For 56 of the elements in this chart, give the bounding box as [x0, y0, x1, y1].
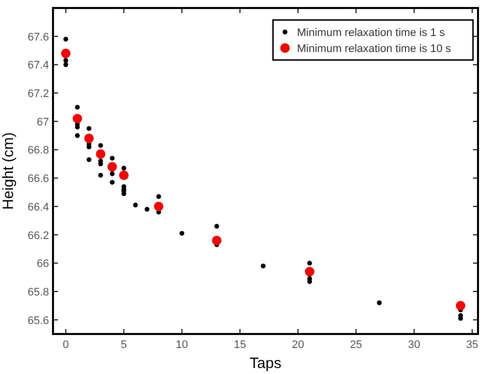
point: [84, 134, 94, 144]
point: [110, 171, 115, 176]
point: [74, 133, 80, 138]
point: [74, 104, 80, 110]
y-tick-label: 66.2: [28, 230, 49, 242]
point: [63, 58, 68, 63]
point: [86, 126, 92, 131]
y-tick-label: 67.2: [28, 88, 49, 100]
point: [72, 114, 82, 124]
point: [307, 260, 312, 266]
y-tick-label: 67.4: [28, 60, 49, 72]
legend-label: Minimum relaxation time is 1 s: [297, 27, 446, 39]
y-tick-label: 65.8: [28, 286, 49, 298]
point: [456, 300, 466, 310]
point: [63, 62, 68, 68]
y-axis-title: Height (cm): [0, 132, 17, 210]
y-tick-label: 66: [36, 258, 49, 270]
point: [98, 162, 104, 166]
legend-label: Minimum relaxation time is 10 s: [297, 43, 452, 55]
point: [214, 224, 220, 229]
y-tick-label: 66.6: [28, 173, 49, 186]
point: [108, 162, 117, 172]
point: [156, 194, 162, 199]
x-tick-label: 25: [350, 339, 362, 351]
x-tick-label: 20: [292, 339, 304, 351]
y-tick-label: 66.8: [28, 144, 49, 157]
y-tick-label: 65.6: [28, 314, 49, 327]
x-tick-label: 5: [120, 339, 127, 351]
point: [458, 316, 463, 321]
point: [121, 166, 126, 171]
point: [110, 180, 115, 185]
point: [180, 230, 184, 236]
point: [304, 266, 314, 276]
point: [260, 264, 266, 268]
y-tick-label: 67: [36, 116, 49, 128]
x-tick-label: 15: [234, 339, 246, 351]
x-tick-label: 10: [176, 339, 188, 351]
point: [212, 236, 222, 246]
point: [96, 149, 106, 159]
y-tick-label: 66.4: [28, 201, 49, 214]
point: [63, 36, 68, 42]
point: [61, 48, 70, 58]
point: [86, 157, 92, 162]
x-tick-label: 35: [466, 339, 478, 351]
point: [98, 172, 104, 178]
point: [133, 202, 138, 208]
x-tick-label: 30: [408, 339, 420, 351]
point: [154, 202, 164, 212]
point: [144, 206, 150, 212]
x-axis-title: Taps: [250, 355, 282, 372]
y-tick-label: 67.6: [28, 31, 49, 44]
point: [110, 156, 115, 161]
x-tick-label: 0: [62, 339, 69, 351]
point: [98, 143, 104, 148]
point: [119, 170, 129, 180]
point: [376, 300, 382, 306]
